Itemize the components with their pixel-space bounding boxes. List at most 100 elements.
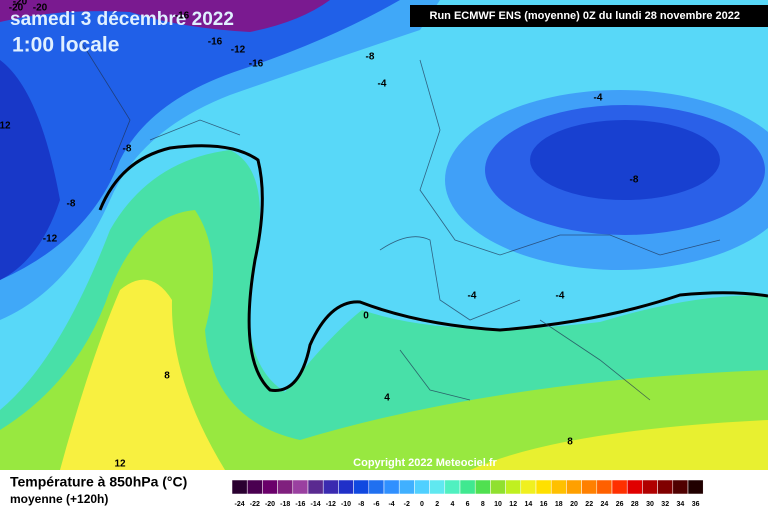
color-swatch bbox=[596, 479, 613, 495]
contour-label: -20 bbox=[13, 0, 28, 8]
color-swatch bbox=[398, 479, 415, 495]
scale-label: 8 bbox=[481, 501, 485, 508]
contour-label: -16 bbox=[249, 59, 264, 70]
contour-label: 8 bbox=[567, 437, 573, 448]
scale-label: -10 bbox=[341, 501, 351, 508]
coastline bbox=[79, 39, 721, 401]
scale-label: 2 bbox=[435, 501, 439, 508]
run-box bbox=[410, 5, 768, 27]
scale-label: 12 bbox=[509, 501, 517, 508]
color-swatch bbox=[338, 479, 354, 495]
warmest-zone bbox=[60, 279, 225, 470]
contour-label: -12 bbox=[231, 45, 246, 56]
legend-subtitle: moyenne (+120h) bbox=[10, 492, 108, 506]
contour-label: 0 bbox=[363, 311, 369, 322]
color-swatch bbox=[626, 479, 643, 495]
scale-label: 36 bbox=[692, 501, 700, 508]
scale-label: 28 bbox=[631, 501, 639, 508]
color-swatch bbox=[687, 479, 704, 495]
scale-label: -4 bbox=[388, 501, 394, 508]
warm-zone bbox=[470, 420, 768, 470]
color-swatch bbox=[322, 479, 339, 495]
color-swatch bbox=[581, 479, 598, 495]
contour-label: -4 bbox=[468, 291, 477, 302]
color-swatch bbox=[246, 479, 263, 495]
run-info: Run ECMWF ENS (moyenne) 0Z du lundi 28 n… bbox=[430, 10, 741, 22]
color-swatch bbox=[490, 479, 506, 495]
scale-label: 34 bbox=[677, 501, 685, 508]
scale-label: 0 bbox=[420, 501, 424, 508]
color-swatch bbox=[383, 479, 400, 495]
color-swatch bbox=[642, 479, 658, 495]
color-swatch bbox=[292, 479, 309, 495]
forecast-time: 1:00 locale bbox=[12, 34, 119, 57]
color-swatch bbox=[550, 479, 567, 495]
cold-core bbox=[0, 60, 60, 280]
scale-label: 24 bbox=[601, 501, 609, 508]
color-swatch bbox=[262, 479, 278, 495]
color-swatch bbox=[307, 479, 324, 495]
contour-label: -8 bbox=[123, 144, 132, 155]
color-swatch bbox=[277, 479, 294, 495]
zero-isotherm bbox=[98, 144, 768, 392]
scale-label: 10 bbox=[494, 501, 502, 508]
color-swatch bbox=[672, 479, 689, 495]
scale-label: 30 bbox=[646, 501, 654, 508]
scale-label: -8 bbox=[358, 501, 364, 508]
color-swatch bbox=[535, 479, 552, 495]
contour-labels: -20 -20-16-16-12-16-8-4-412-8-8-12-80-4 -4… bbox=[0, 0, 639, 470]
color-swatch bbox=[505, 479, 522, 495]
scale-label: 18 bbox=[555, 501, 563, 508]
copyright: Copyright 2022 Meteociel.fr bbox=[353, 457, 497, 469]
scale-label: 26 bbox=[616, 501, 624, 508]
legend-title: Température à 850hPa (°C) bbox=[10, 474, 187, 490]
scale-label: -24 bbox=[235, 501, 245, 508]
contour-label: -8 bbox=[366, 52, 375, 63]
scale-label: -20 bbox=[265, 501, 275, 508]
scale-label: -18 bbox=[280, 501, 290, 508]
scale-label: 14 bbox=[525, 501, 533, 508]
color-swatch bbox=[368, 479, 385, 495]
colorbar: -24 -22 -20 -18 -16 -14 -12 -10 -8 -6 -4 -2 0 2 4 6 8 10 1… bbox=[231, 479, 704, 508]
contour-label: -4 bbox=[378, 79, 387, 90]
contour-label: -16 bbox=[175, 11, 190, 22]
scale-label: 16 bbox=[540, 501, 548, 508]
scale-label: -22 bbox=[250, 501, 260, 508]
cold-zone bbox=[0, 0, 400, 280]
scale-label: 6 bbox=[466, 501, 470, 508]
color-swatch bbox=[611, 479, 628, 495]
contour-label: 4 bbox=[384, 393, 390, 404]
scale-label: -2 bbox=[404, 501, 410, 508]
scale-label: -12 bbox=[326, 501, 336, 508]
contour-label: -8 bbox=[630, 175, 639, 186]
color-swatch bbox=[414, 479, 430, 495]
color-swatch bbox=[657, 479, 674, 495]
color-swatch bbox=[429, 479, 446, 495]
scale-label: 32 bbox=[661, 501, 669, 508]
cold-core bbox=[530, 120, 720, 200]
contour-label: -4 bbox=[556, 291, 565, 302]
contour-label: 12 bbox=[0, 121, 11, 132]
color-swatch bbox=[353, 479, 370, 495]
very-cold-zone bbox=[0, 0, 330, 32]
scale-label: 20 bbox=[570, 501, 578, 508]
scale-label: -6 bbox=[373, 501, 379, 508]
color-swatch bbox=[459, 479, 476, 495]
contour-label: -16 bbox=[208, 37, 223, 48]
map-area bbox=[0, 0, 768, 470]
color-swatch bbox=[231, 479, 248, 495]
scale-label: -16 bbox=[295, 501, 305, 508]
forecast-date: samedi 3 décembre 2022 bbox=[10, 9, 234, 30]
color-swatch bbox=[444, 479, 461, 495]
contour-label: 12 bbox=[114, 459, 126, 470]
contour-label: -20 bbox=[33, 3, 48, 14]
scale-label: 4 bbox=[450, 501, 454, 508]
scale-label: -14 bbox=[311, 501, 321, 508]
contour-label: -20 bbox=[9, 3, 24, 14]
contour-label: -12 bbox=[43, 234, 58, 245]
color-swatch bbox=[474, 479, 491, 495]
scale-label: 22 bbox=[585, 501, 593, 508]
contour-label: 8 bbox=[164, 371, 170, 382]
contour-label: -4 bbox=[594, 93, 603, 104]
